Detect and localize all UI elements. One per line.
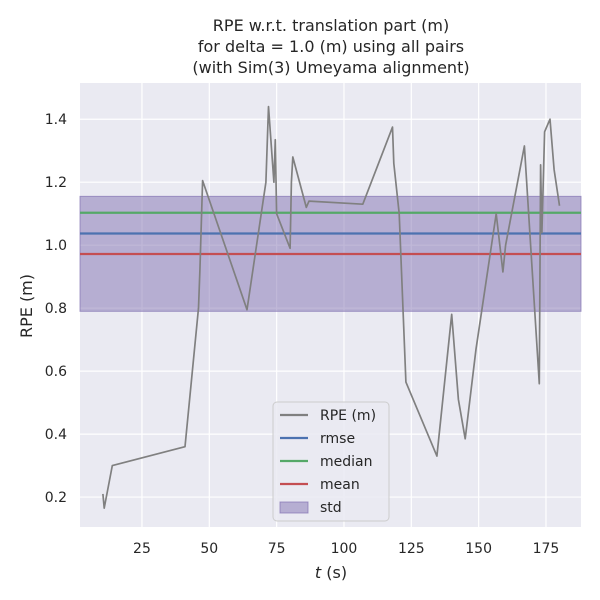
x-tick-label: 50: [200, 541, 218, 557]
y-tick-label: 1.4: [45, 112, 67, 128]
x-tick-label: 175: [533, 541, 560, 557]
y-tick-label: 1.0: [45, 238, 67, 254]
x-axis-label: t (s): [315, 563, 347, 582]
chart-title-line-3: (with Sim(3) Umeyama alignment): [192, 58, 469, 77]
series-layer: [102, 105, 561, 509]
y-tick-label: 0.2: [45, 490, 67, 506]
y-axis-label: RPE (m): [17, 274, 36, 338]
stat-lines: [80, 211, 581, 256]
chart-title-line-1: RPE w.r.t. translation part (m): [213, 16, 449, 35]
legend-rpe-label: RPE (m): [320, 408, 376, 424]
legend-box: [272, 401, 390, 522]
x-axis-label-var: t: [315, 563, 322, 582]
legend-median-label: median: [320, 454, 372, 470]
y-tick-label: 1.2: [45, 175, 67, 191]
legend: RPE (m) rmse median mean std: [272, 401, 390, 522]
x-tick-label: 100: [331, 541, 358, 557]
rpe-series-line: [102, 105, 561, 509]
x-tick-label: 25: [133, 541, 151, 557]
chart-title-line-2: for delta = 1.0 (m) using all pairs: [198, 37, 464, 56]
y-tick-label: 0.8: [45, 301, 67, 317]
tick-labels: 25 50 75 100 125 150 175 0.2 0.4 0.6 0.8 1.0 1.2 1.4: [45, 112, 560, 557]
legend-std-label: std: [320, 500, 342, 516]
x-tick-label: 75: [268, 541, 286, 557]
legend-std-swatch: [279, 501, 309, 514]
x-axis-label-unit: (s): [321, 563, 347, 582]
x-tick-label: 125: [398, 541, 425, 557]
legend-mean-label: mean: [320, 477, 360, 493]
y-tick-label: 0.6: [45, 364, 67, 380]
y-tick-label: 0.4: [45, 427, 67, 443]
x-tick-label: 150: [465, 541, 492, 557]
legend-rmse-label: rmse: [320, 431, 355, 447]
chart-title: RPE w.r.t. translation part (m) for delt…: [192, 16, 469, 77]
